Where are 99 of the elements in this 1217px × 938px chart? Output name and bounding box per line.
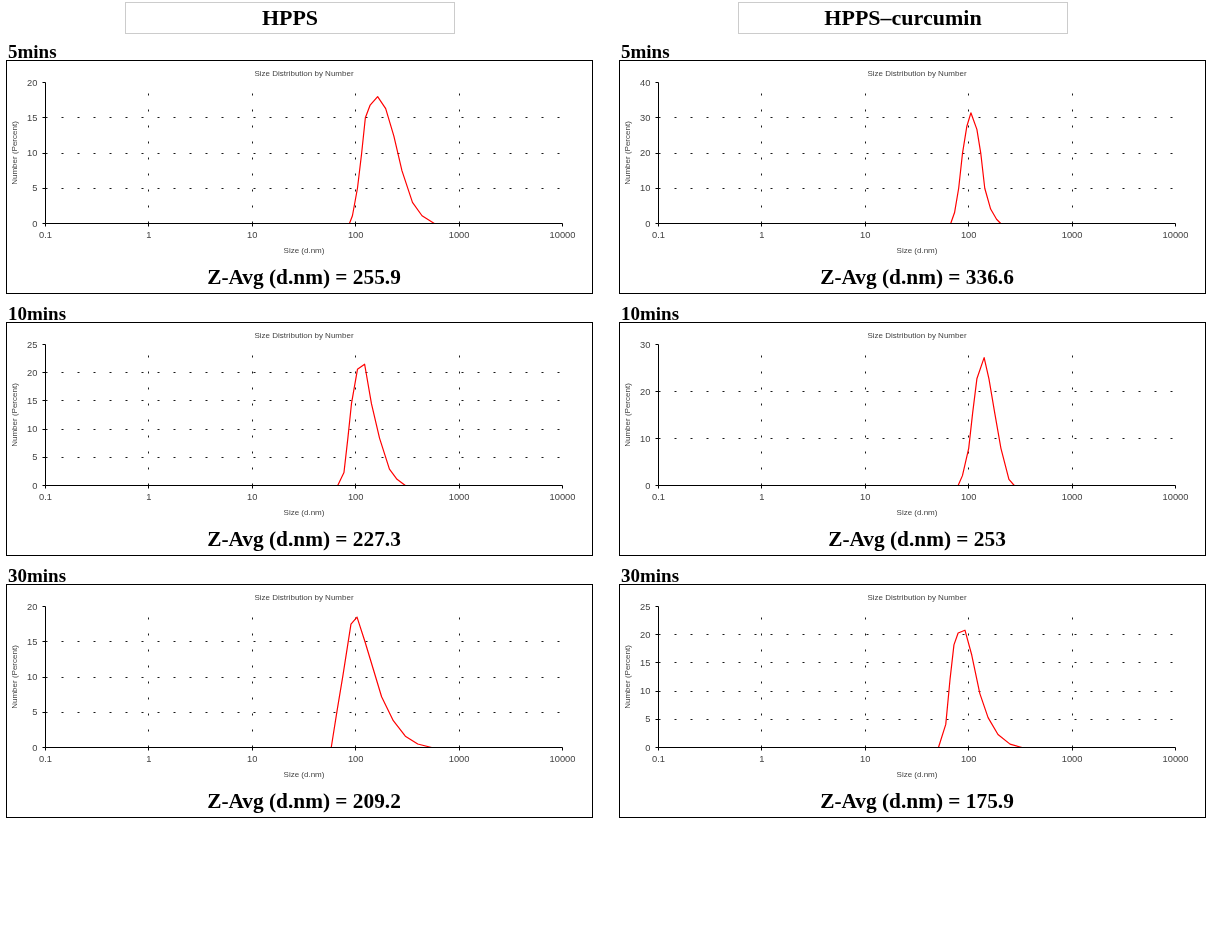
x-tick-label: 0.1 xyxy=(652,753,665,764)
y-tick-label: 20 xyxy=(640,148,651,158)
y-tick-label: 10 xyxy=(640,183,651,194)
y-tick-label: 0 xyxy=(32,742,38,753)
chart-subtitle: 30mins xyxy=(621,564,680,588)
x-tick-label: 100 xyxy=(347,491,364,502)
x-tick-label: 10000 xyxy=(549,491,576,502)
y-tick-label: 20 xyxy=(27,77,38,88)
x-tick-label: 0.1 xyxy=(39,753,52,764)
y-tick-label: 0 xyxy=(645,742,651,753)
y-tick-label: 5 xyxy=(32,183,38,194)
x-tick-label: 100 xyxy=(960,491,977,502)
y-tick-label: 15 xyxy=(27,395,38,406)
x-tick-label: 1 xyxy=(146,229,152,240)
x-axis-title: Size (d.nm) xyxy=(283,769,325,779)
x-tick-label: 1000 xyxy=(1061,753,1083,764)
x-axis-title: Size (d.nm) xyxy=(283,507,325,517)
chart-subtitle: 10mins xyxy=(8,302,67,326)
y-tick-label: 25 xyxy=(640,601,651,612)
x-tick-label: 100 xyxy=(347,753,364,764)
text: Z-Avg (d.nm) = 175.9 xyxy=(820,788,1014,813)
y-tick-label: 40 xyxy=(640,77,651,88)
y-tick-label: 0 xyxy=(32,480,38,491)
y-axis-title: Number (Percent) xyxy=(623,644,633,709)
y-axis-title: Number (Percent) xyxy=(10,382,20,447)
chart-subtitle: 5mins xyxy=(8,40,57,64)
x-tick-label: 1 xyxy=(759,753,765,764)
x-tick-label: 10000 xyxy=(549,753,576,764)
x-tick-label: 1 xyxy=(146,753,152,764)
text: Z-Avg (d.nm) = 227.3 xyxy=(207,526,401,551)
y-tick-label: 0 xyxy=(32,218,38,229)
text: Z-Avg (d.nm) = 255.9 xyxy=(207,264,401,289)
x-tick-label: 0.1 xyxy=(652,491,665,502)
x-tick-label: 10 xyxy=(247,229,258,240)
chart-title: Size Distribution by Number xyxy=(254,330,354,340)
y-axis-title: Number (Percent) xyxy=(10,120,20,185)
x-tick-label: 10 xyxy=(247,491,258,502)
x-tick-label: 1 xyxy=(759,491,765,502)
y-tick-label: 20 xyxy=(27,601,38,612)
x-tick-label: 10 xyxy=(247,753,258,764)
x-tick-label: 10000 xyxy=(1162,753,1189,764)
x-axis-title: Size (d.nm) xyxy=(896,507,938,517)
chart-title: Size Distribution by Number xyxy=(254,592,354,602)
x-axis-title: Size (d.nm) xyxy=(896,769,938,779)
x-axis-title: Size (d.nm) xyxy=(896,245,938,255)
x-tick-label: 1000 xyxy=(1061,491,1083,502)
y-tick-label: 15 xyxy=(27,636,38,647)
x-tick-label: 10000 xyxy=(549,229,576,240)
x-tick-label: 1000 xyxy=(1061,229,1083,240)
y-tick-label: 10 xyxy=(640,686,651,697)
x-tick-label: 0.1 xyxy=(39,491,52,502)
chart-title: Size Distribution by Number xyxy=(867,330,967,340)
text: Z-Avg (d.nm) = 253 xyxy=(828,526,1006,551)
chart-title: Size Distribution by Number xyxy=(867,592,967,602)
x-tick-label: 10 xyxy=(860,229,871,240)
x-tick-label: 1000 xyxy=(448,491,470,502)
y-tick-label: 10 xyxy=(27,424,38,435)
y-tick-label: 15 xyxy=(27,112,38,123)
x-tick-label: 10 xyxy=(860,753,871,764)
x-tick-label: 1000 xyxy=(448,753,470,764)
y-tick-label: 5 xyxy=(645,714,651,725)
text: HPPS–curcumin xyxy=(824,4,982,32)
y-tick-label: 0 xyxy=(645,218,651,229)
y-tick-label: 0 xyxy=(645,480,651,491)
text: Z-Avg (d.nm) = 209.2 xyxy=(207,788,401,813)
x-tick-label: 100 xyxy=(347,229,364,240)
chart-subtitle: 10mins xyxy=(621,302,680,326)
text: HPPS xyxy=(261,4,319,32)
y-axis-title: Number (Percent) xyxy=(10,644,20,709)
y-tick-label: 30 xyxy=(640,112,651,123)
y-tick-label: 30 xyxy=(640,339,651,350)
x-tick-label: 1000 xyxy=(448,229,470,240)
chart-title: Size Distribution by Number xyxy=(867,68,967,78)
x-tick-label: 0.1 xyxy=(39,229,52,240)
chart-subtitle: 5mins xyxy=(621,40,670,64)
chart-title: Size Distribution by Number xyxy=(254,68,354,78)
y-tick-label: 10 xyxy=(27,148,38,158)
x-tick-label: 10000 xyxy=(1162,229,1189,240)
y-axis-title: Number (Percent) xyxy=(623,120,633,185)
y-tick-label: 20 xyxy=(640,629,651,640)
y-tick-label: 5 xyxy=(32,452,38,463)
chart-subtitle: 30mins xyxy=(8,564,67,588)
x-tick-label: 10 xyxy=(860,491,871,502)
y-tick-label: 10 xyxy=(640,433,651,444)
text: Z-Avg (d.nm) = 336.6 xyxy=(820,264,1015,289)
y-tick-label: 20 xyxy=(27,367,38,378)
x-tick-label: 10000 xyxy=(1162,491,1189,502)
y-tick-label: 15 xyxy=(640,657,651,668)
x-tick-label: 100 xyxy=(960,753,977,764)
y-tick-label: 10 xyxy=(27,672,38,682)
y-tick-label: 25 xyxy=(27,339,38,350)
y-tick-label: 5 xyxy=(32,707,38,718)
y-axis-title: Number (Percent) xyxy=(623,382,633,447)
x-tick-label: 1 xyxy=(759,229,765,240)
y-tick-label: 20 xyxy=(640,386,651,397)
x-tick-label: 100 xyxy=(960,229,977,240)
x-axis-title: Size (d.nm) xyxy=(283,245,325,255)
x-tick-label: 0.1 xyxy=(652,229,665,240)
x-tick-label: 1 xyxy=(146,491,152,502)
